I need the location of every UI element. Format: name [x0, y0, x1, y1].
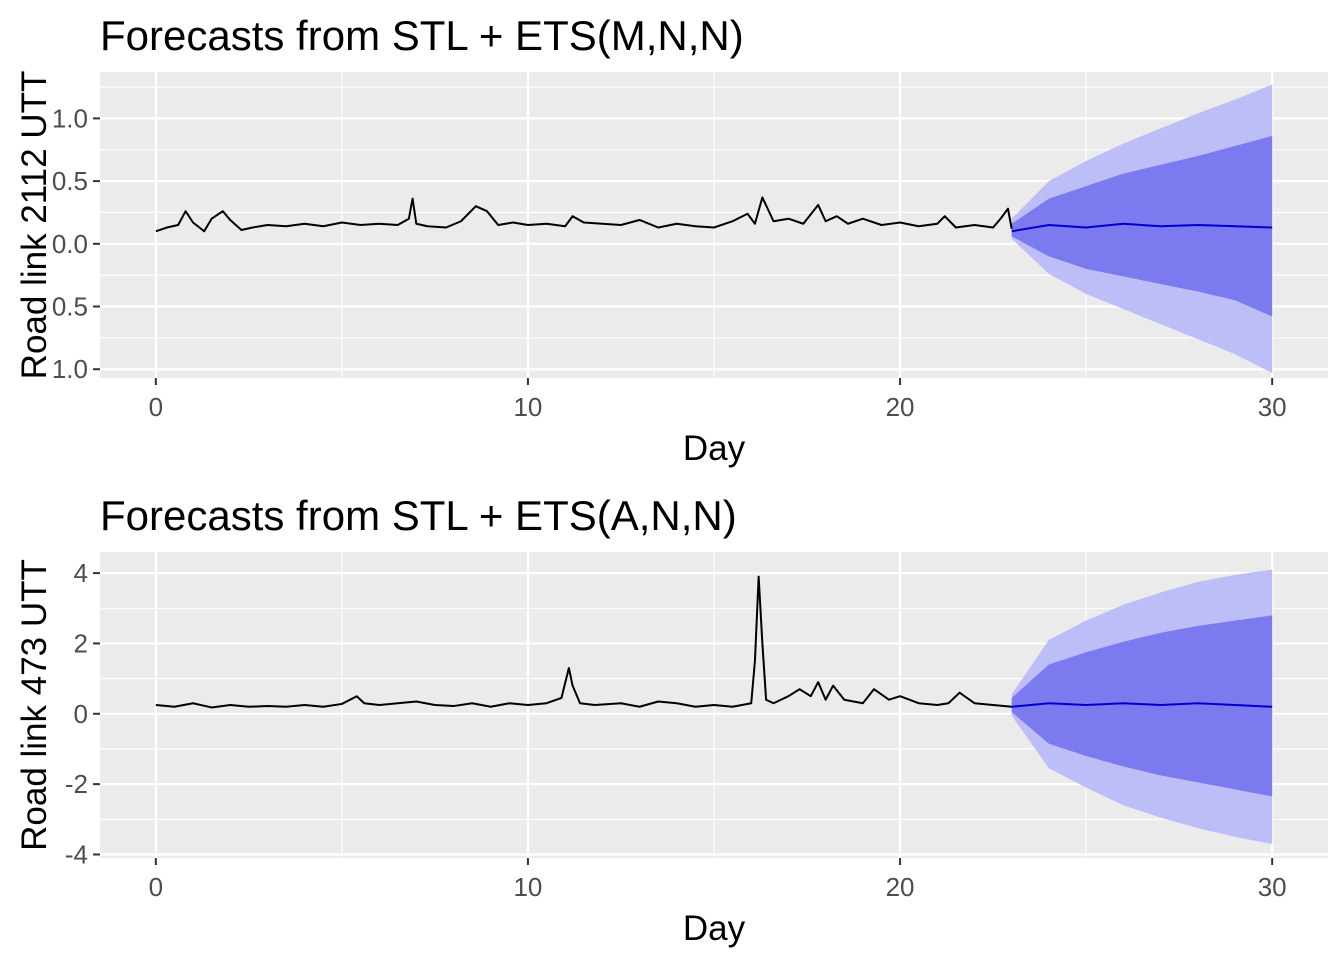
y-tick-label: 0: [74, 699, 88, 729]
x-tick-label: 10: [513, 392, 542, 422]
x-tick-label: 20: [886, 392, 915, 422]
x-tick-label: 0: [149, 392, 163, 422]
y-tick-label: 0.0: [52, 229, 88, 259]
chart-panel-2: 0 10 20 30 -4 -2 0 2 4 Forecasts from STL + ETS(A…: [15, 492, 1328, 948]
chart-title: Forecasts from STL + ETS(A,N,N): [100, 492, 737, 539]
y-tick-label: -2: [65, 769, 88, 799]
observed-series-line: [155, 575, 1012, 709]
prediction-interval-80-band: [1011, 615, 1273, 797]
prediction-interval-80-band: [1011, 135, 1273, 317]
x-axis-title: Day: [683, 429, 746, 468]
x-tick-label: 10: [513, 872, 542, 902]
chart-title: Forecasts from STL + ETS(M,N,N): [100, 12, 744, 59]
x-tick-label: 20: [886, 872, 915, 902]
x-axis-title: Day: [683, 909, 746, 948]
y-tick-label: -4: [65, 839, 88, 869]
x-tick-label: 30: [1258, 872, 1287, 902]
y-tick-label: 1.0: [52, 354, 88, 384]
y-axis-title: Road link 473 UTT: [15, 559, 54, 851]
y-tick-label: 4: [74, 558, 88, 588]
forecast-mean-line: [1011, 222, 1273, 233]
x-tick-label: 0: [149, 872, 163, 902]
observed-series-line: [155, 196, 1013, 233]
y-tick-label: 2: [74, 628, 88, 658]
y-axis-title: Road link 2112 UTT: [15, 71, 54, 380]
forecast-mean-line: [1011, 702, 1273, 708]
y-tick-label: 0.5: [52, 292, 88, 322]
chart-panel-1: 0 10 20 30 1.0 0.5 0.0 0.5 1.0 Forecasts from STL…: [15, 12, 1328, 468]
y-tick-label: 0.5: [52, 166, 88, 196]
x-tick-label: 30: [1258, 392, 1287, 422]
y-tick-label: 1.0: [52, 103, 88, 133]
